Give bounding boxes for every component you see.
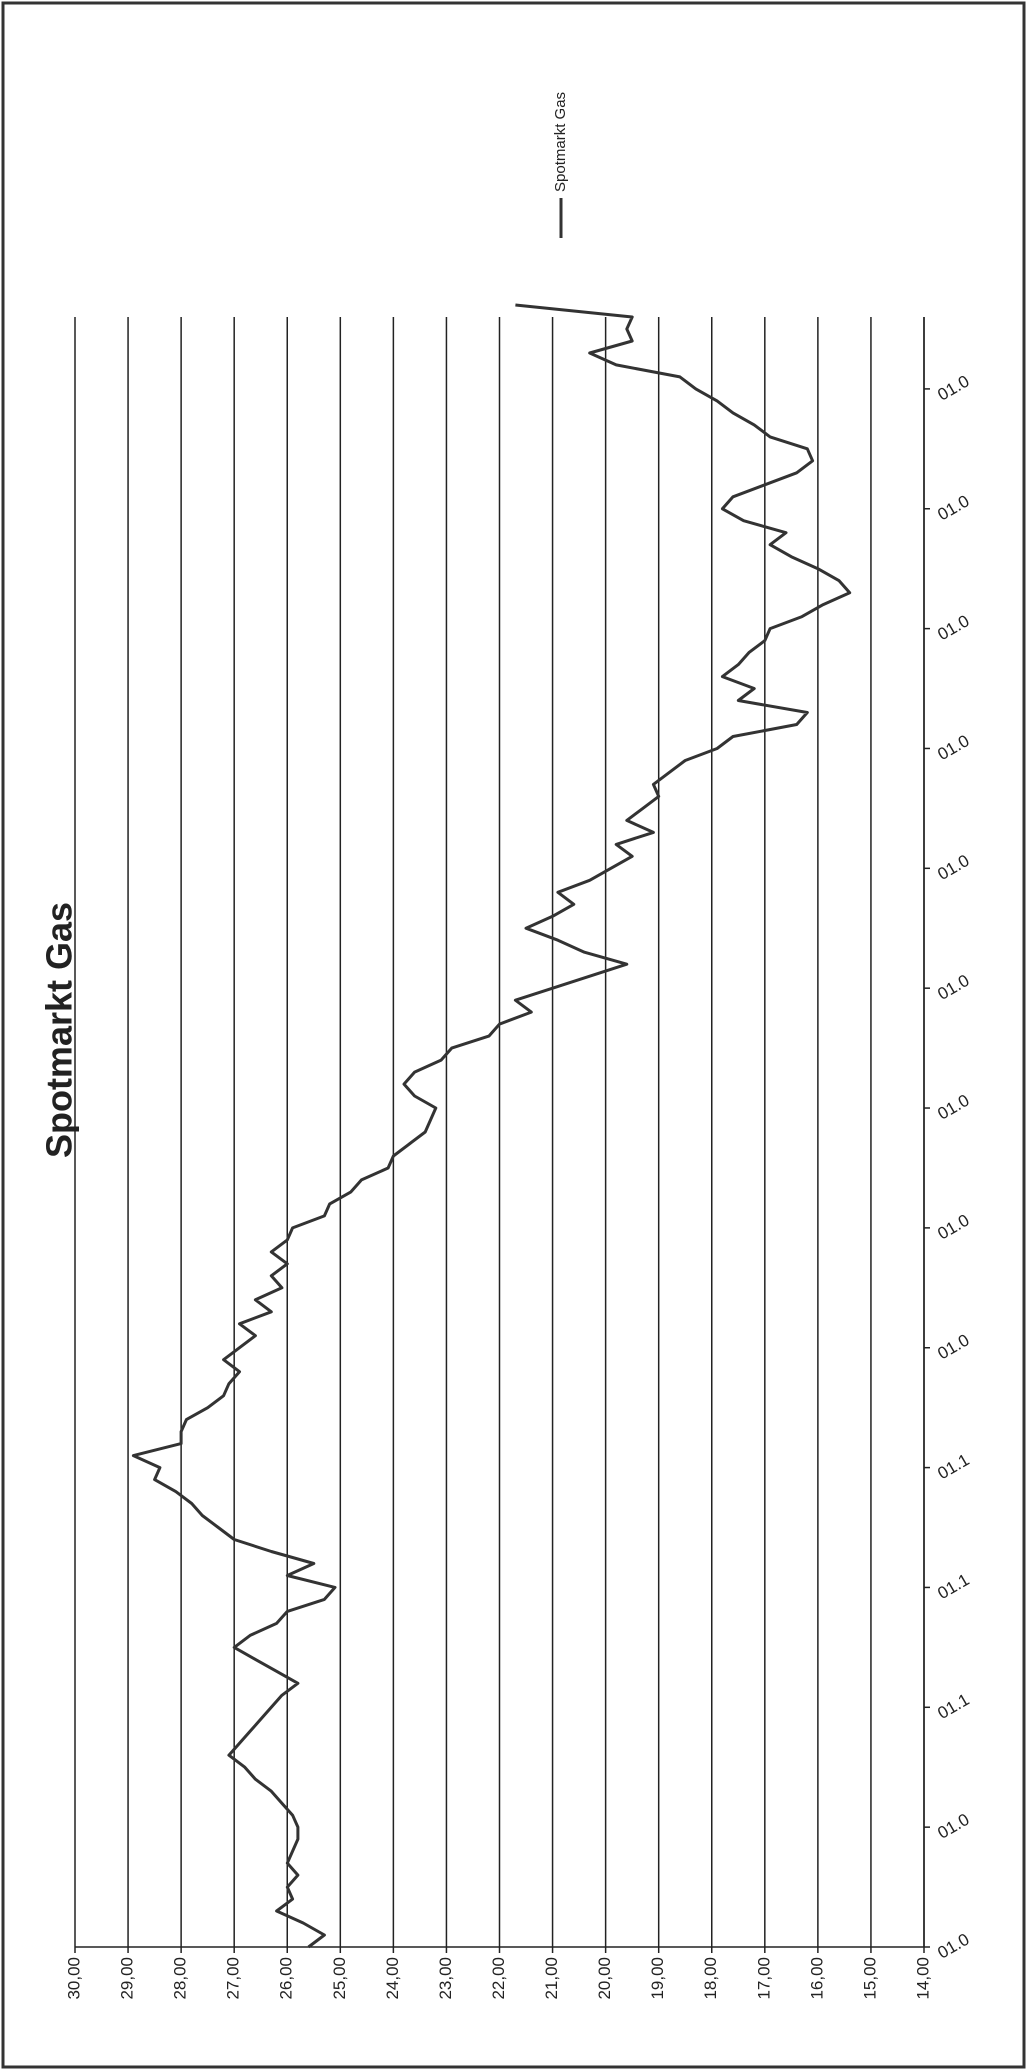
y-tick-label: 30,00 <box>64 1957 83 2000</box>
chart-title: Spotmarkt Gas <box>39 902 80 1158</box>
y-tick-label: 16,00 <box>807 1957 826 2000</box>
legend-label: Spotmarkt Gas <box>552 92 569 192</box>
series-line <box>131 303 852 1949</box>
y-tick-label: 25,00 <box>330 1957 349 2000</box>
y-tick-label: 27,00 <box>224 1957 243 2000</box>
y-tick-label: 24,00 <box>383 1957 402 2000</box>
y-tick-label: 20,00 <box>595 1957 614 2000</box>
y-tick-label: 29,00 <box>118 1957 137 2000</box>
y-tick-label: 23,00 <box>436 1957 455 2000</box>
y-tick-label: 26,00 <box>277 1957 296 2000</box>
y-tick-label: 14,00 <box>913 1957 932 2000</box>
y-tick-label: 22,00 <box>489 1957 508 2000</box>
y-tick-label: 17,00 <box>754 1957 773 2000</box>
y-tick-label: 19,00 <box>648 1957 667 2000</box>
y-tick-label: 21,00 <box>542 1957 561 2000</box>
y-tick-label: 28,00 <box>171 1957 190 2000</box>
y-tick-label: 18,00 <box>701 1957 720 2000</box>
y-tick-label: 15,00 <box>860 1957 879 2000</box>
